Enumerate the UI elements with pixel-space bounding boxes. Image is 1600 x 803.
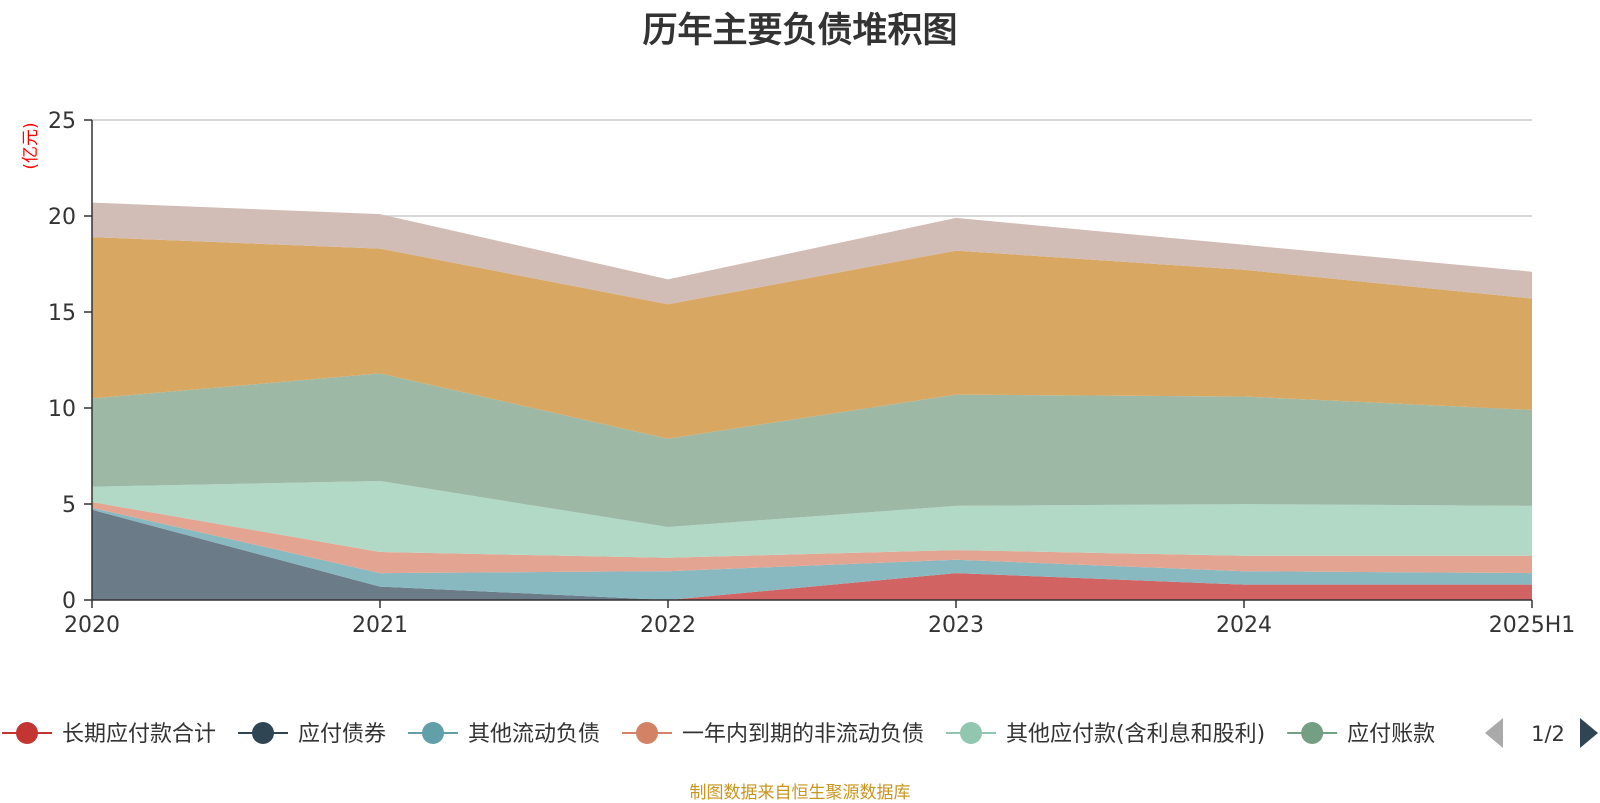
axes — [91, 120, 1532, 601]
legend-pager: 1/2 — [1485, 718, 1598, 748]
axis-labels: 0 5 10 15 20 25 2020 2021 2022 2023 2024 2025H1 — [48, 109, 1575, 638]
legend-item[interactable]: 应付债券 — [238, 722, 386, 747]
area-series-6[interactable] — [92, 373, 1532, 527]
legend-label: 应付债券 — [298, 722, 386, 747]
legend-prev-icon[interactable] — [1485, 718, 1503, 748]
x-tick-label: 2020 — [64, 613, 120, 638]
source-note: 制图数据来自恒生聚源数据库 — [689, 783, 911, 803]
y-tick-label: 20 — [48, 205, 76, 230]
legend-page-indicator: 1/2 — [1531, 722, 1565, 746]
x-tick-label: 2022 — [640, 613, 696, 638]
area-series-7[interactable] — [92, 237, 1532, 439]
legend-item[interactable]: 一年内到期的非流动负债 — [622, 722, 924, 747]
legend-label: 应付账款 — [1347, 722, 1435, 747]
y-tick-label: 10 — [48, 397, 76, 422]
legend-label: 其他流动负债 — [468, 722, 600, 747]
y-tick-label: 15 — [48, 301, 76, 326]
area-series-3[interactable] — [92, 507, 1532, 600]
x-tick-label: 2023 — [928, 613, 984, 638]
y-tick-label: 0 — [62, 589, 76, 614]
y-tick-label: 25 — [48, 109, 76, 134]
legend-marker-icon — [636, 722, 659, 744]
x-tick-label: 2021 — [352, 613, 408, 638]
legend-label: 一年内到期的非流动负债 — [682, 722, 924, 747]
area-series-2[interactable] — [92, 509, 1532, 600]
area-series-8[interactable] — [92, 202, 1532, 305]
legend-item[interactable]: 应付账款 — [1287, 722, 1435, 747]
legend-marker-icon — [252, 722, 275, 744]
legend-item[interactable]: 长期应付款合计 — [2, 722, 216, 747]
legend: 长期应付款合计 应付债券 其他流动负债 一年内到期的非流动负债 其他应付款(含利息和股利… — [2, 722, 1435, 747]
chart-title: 历年主要负债堆积图 — [642, 11, 958, 51]
legend-label: 其他应付款(含利息和股利) — [1006, 722, 1265, 747]
legend-marker-icon — [1301, 722, 1324, 744]
legend-item[interactable]: 其他应付款(含利息和股利) — [946, 722, 1265, 747]
area-series-4[interactable] — [92, 502, 1532, 574]
area-series-5[interactable] — [92, 481, 1532, 558]
y-tick-label: 5 — [62, 493, 76, 518]
legend-marker-icon — [422, 722, 445, 744]
x-tick-label: 2025H1 — [1489, 613, 1576, 638]
legend-item[interactable]: 其他流动负债 — [408, 722, 600, 747]
legend-marker-icon — [960, 722, 983, 744]
legend-label: 长期应付款合计 — [62, 722, 216, 747]
y-axis-unit: (亿元) — [21, 122, 41, 169]
area-series — [92, 202, 1532, 600]
legend-next-icon[interactable] — [1580, 718, 1598, 748]
legend-marker-icon — [16, 722, 38, 744]
x-tick-label: 2024 — [1216, 613, 1272, 638]
